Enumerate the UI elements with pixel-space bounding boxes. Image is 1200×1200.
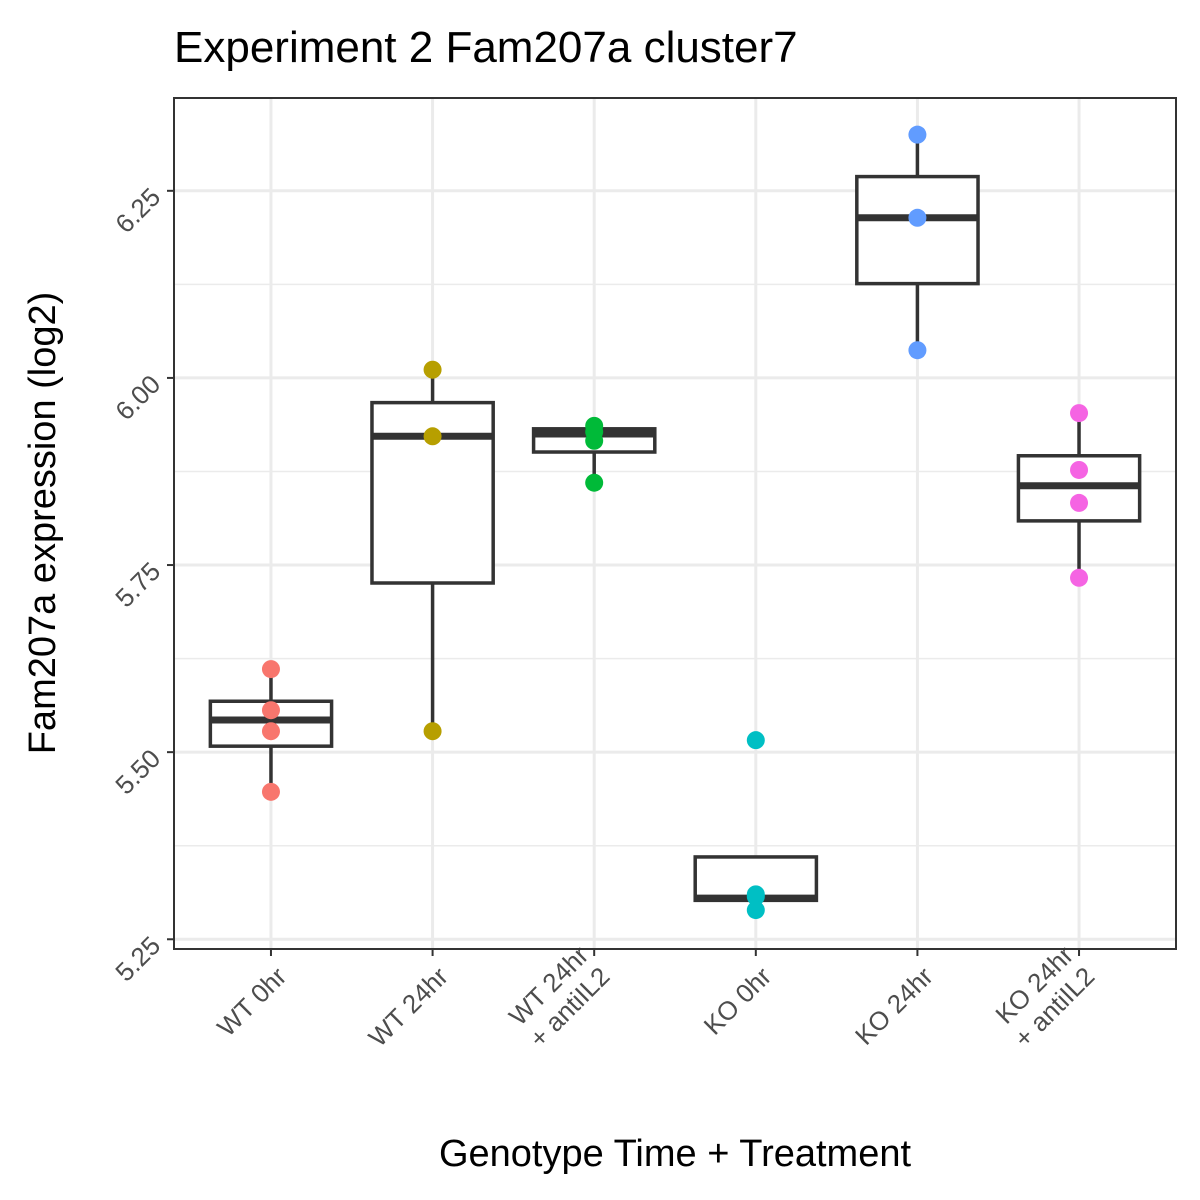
data-point (908, 208, 927, 227)
data-point (1070, 404, 1089, 423)
box (855, 174, 980, 286)
x-axis-title: Genotype Time + Treatment (439, 1133, 912, 1175)
data-point (585, 431, 604, 450)
data-point (746, 731, 765, 750)
chart-title: Experiment 2 Fam207a cluster7 (174, 23, 798, 72)
data-point (1070, 493, 1089, 512)
data-point (423, 427, 442, 446)
data-point (908, 341, 927, 360)
data-point (423, 722, 442, 741)
data-point (423, 360, 442, 379)
data-point (746, 887, 765, 906)
data-point (261, 722, 280, 741)
data-point (1070, 460, 1089, 479)
data-point (908, 125, 927, 144)
data-point (1070, 568, 1089, 587)
data-point (261, 660, 280, 679)
data-point (261, 782, 280, 801)
data-point (261, 701, 280, 720)
data-point (585, 473, 604, 492)
plot-border (173, 97, 1177, 950)
data-point (746, 901, 765, 920)
y-axis-title: Fam207a expression (log2) (22, 292, 64, 755)
